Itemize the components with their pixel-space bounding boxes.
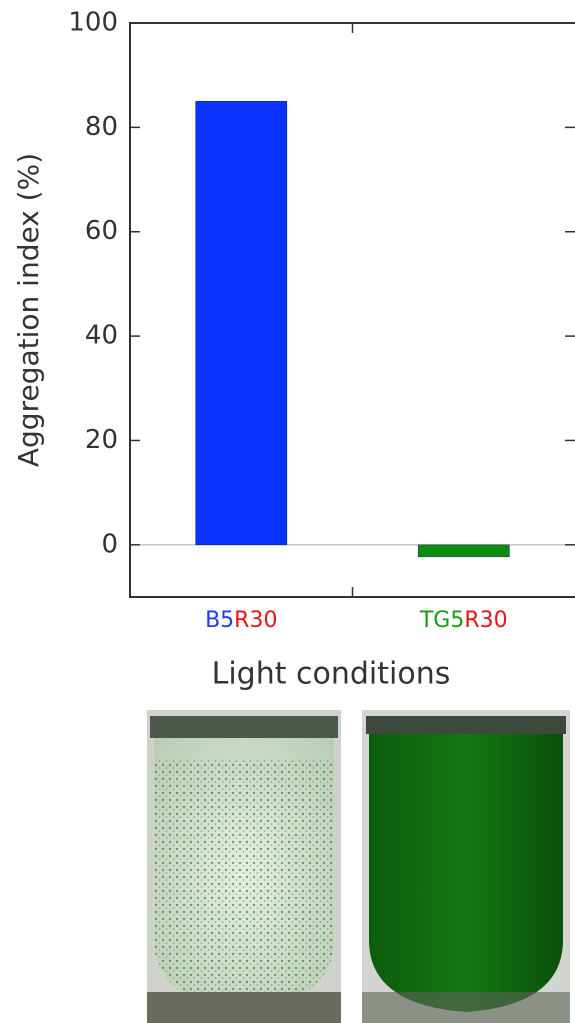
photo-right <box>362 710 570 1023</box>
x-tick-label-part: R30 <box>234 608 277 633</box>
y-tick-label: 40 <box>85 321 118 351</box>
figure: B5R30TG5R30020406080100 Aggregation inde… <box>0 0 575 1023</box>
x-tick-label: TG5R30 <box>419 608 508 633</box>
y-tick-label: 0 <box>101 529 118 559</box>
x-tick-label-part: B5 <box>205 608 234 633</box>
y-tick-label: 20 <box>85 425 118 455</box>
x-tick-label-part: TG5 <box>419 608 464 633</box>
bar <box>418 545 509 557</box>
y-axis-label: Aggregation index (%) <box>12 153 45 467</box>
photo-left <box>147 710 341 1023</box>
x-tick-label-part: R30 <box>464 608 507 633</box>
x-axis-label: Light conditions <box>212 657 451 692</box>
x-tick-label: B5R30 <box>205 608 277 633</box>
y-tick-label: 100 <box>68 8 118 38</box>
bar <box>196 101 287 545</box>
y-tick-label: 60 <box>85 216 118 246</box>
y-tick-label: 80 <box>85 112 118 142</box>
